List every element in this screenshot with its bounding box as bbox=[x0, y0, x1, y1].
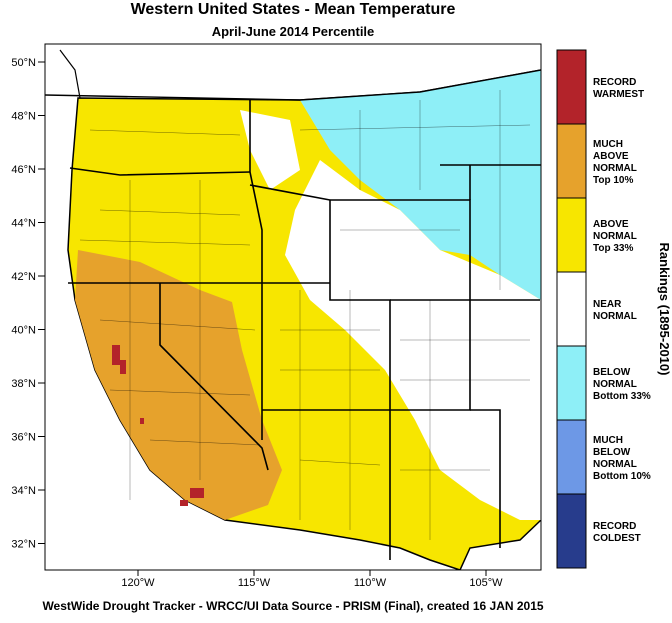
lon-label: 110°W bbox=[354, 577, 387, 589]
legend-swatch bbox=[556, 123, 587, 199]
lat-label: 32°N bbox=[11, 539, 36, 551]
lat-label: 34°N bbox=[11, 485, 36, 497]
legend-label: BELOW bbox=[593, 367, 631, 378]
legend-label: COLDEST bbox=[593, 533, 641, 544]
lat-labels: 50°N 48°N 46°N 44°N 42°N 40°N 38°N 36°N 34°N 32°N bbox=[11, 57, 45, 551]
legend-label: MUCH bbox=[593, 139, 623, 150]
footer: WestWide Drought Tracker - WRCC/UI Data … bbox=[42, 599, 543, 613]
map: 50°N 48°N 46°N 44°N 42°N 40°N 38°N 36°N 34°N 32°N… bbox=[11, 43, 542, 589]
legend-label: NORMAL bbox=[593, 163, 637, 174]
lon-label: 105°W bbox=[469, 577, 503, 589]
legend-label: WARMEST bbox=[593, 89, 644, 100]
lat-label: 44°N bbox=[11, 218, 36, 230]
legend-label: Top 10% bbox=[593, 175, 633, 186]
subtitle: April-June 2014 Percentile bbox=[212, 24, 375, 39]
legend-swatch bbox=[556, 271, 587, 347]
title: Western United States - Mean Temperature bbox=[131, 1, 456, 18]
legend-label: Bottom 10% bbox=[593, 471, 651, 482]
lat-label: 38°N bbox=[11, 378, 36, 390]
legend-swatch bbox=[556, 419, 587, 495]
legend-label: RECORD bbox=[593, 77, 636, 88]
lon-label: 115°W bbox=[238, 577, 271, 589]
legend-label: NORMAL bbox=[593, 379, 637, 390]
legend-label: NORMAL bbox=[593, 231, 637, 242]
legend-swatch bbox=[556, 49, 587, 125]
lat-label: 36°N bbox=[11, 432, 36, 444]
legend-label: NORMAL bbox=[593, 459, 637, 470]
lat-label: 42°N bbox=[11, 271, 36, 283]
legend-swatch bbox=[556, 197, 587, 273]
legend-label: Bottom 33% bbox=[593, 391, 651, 402]
lat-label: 46°N bbox=[11, 164, 36, 176]
legend-label: ABOVE bbox=[593, 151, 629, 162]
legend-label: NORMAL bbox=[593, 311, 637, 322]
legend-label: NEAR bbox=[593, 299, 622, 310]
lon-label: 120°W bbox=[121, 577, 155, 589]
legend-label: RECORD bbox=[593, 521, 636, 532]
legend-label: BELOW bbox=[593, 447, 631, 458]
lat-label: 50°N bbox=[11, 57, 36, 69]
lon-labels: 120°W 115°W 110°W 105°W bbox=[121, 570, 503, 589]
legend-label: ABOVE bbox=[593, 219, 629, 230]
legend-label: MUCH bbox=[593, 435, 623, 446]
legend-label: Top 33% bbox=[593, 243, 633, 254]
legend-swatch bbox=[556, 493, 587, 569]
legend-swatch bbox=[556, 345, 587, 421]
lat-label: 40°N bbox=[11, 325, 36, 337]
lat-label: 48°N bbox=[11, 111, 36, 123]
legend-title: Rankings (1895-2010) bbox=[657, 243, 672, 376]
